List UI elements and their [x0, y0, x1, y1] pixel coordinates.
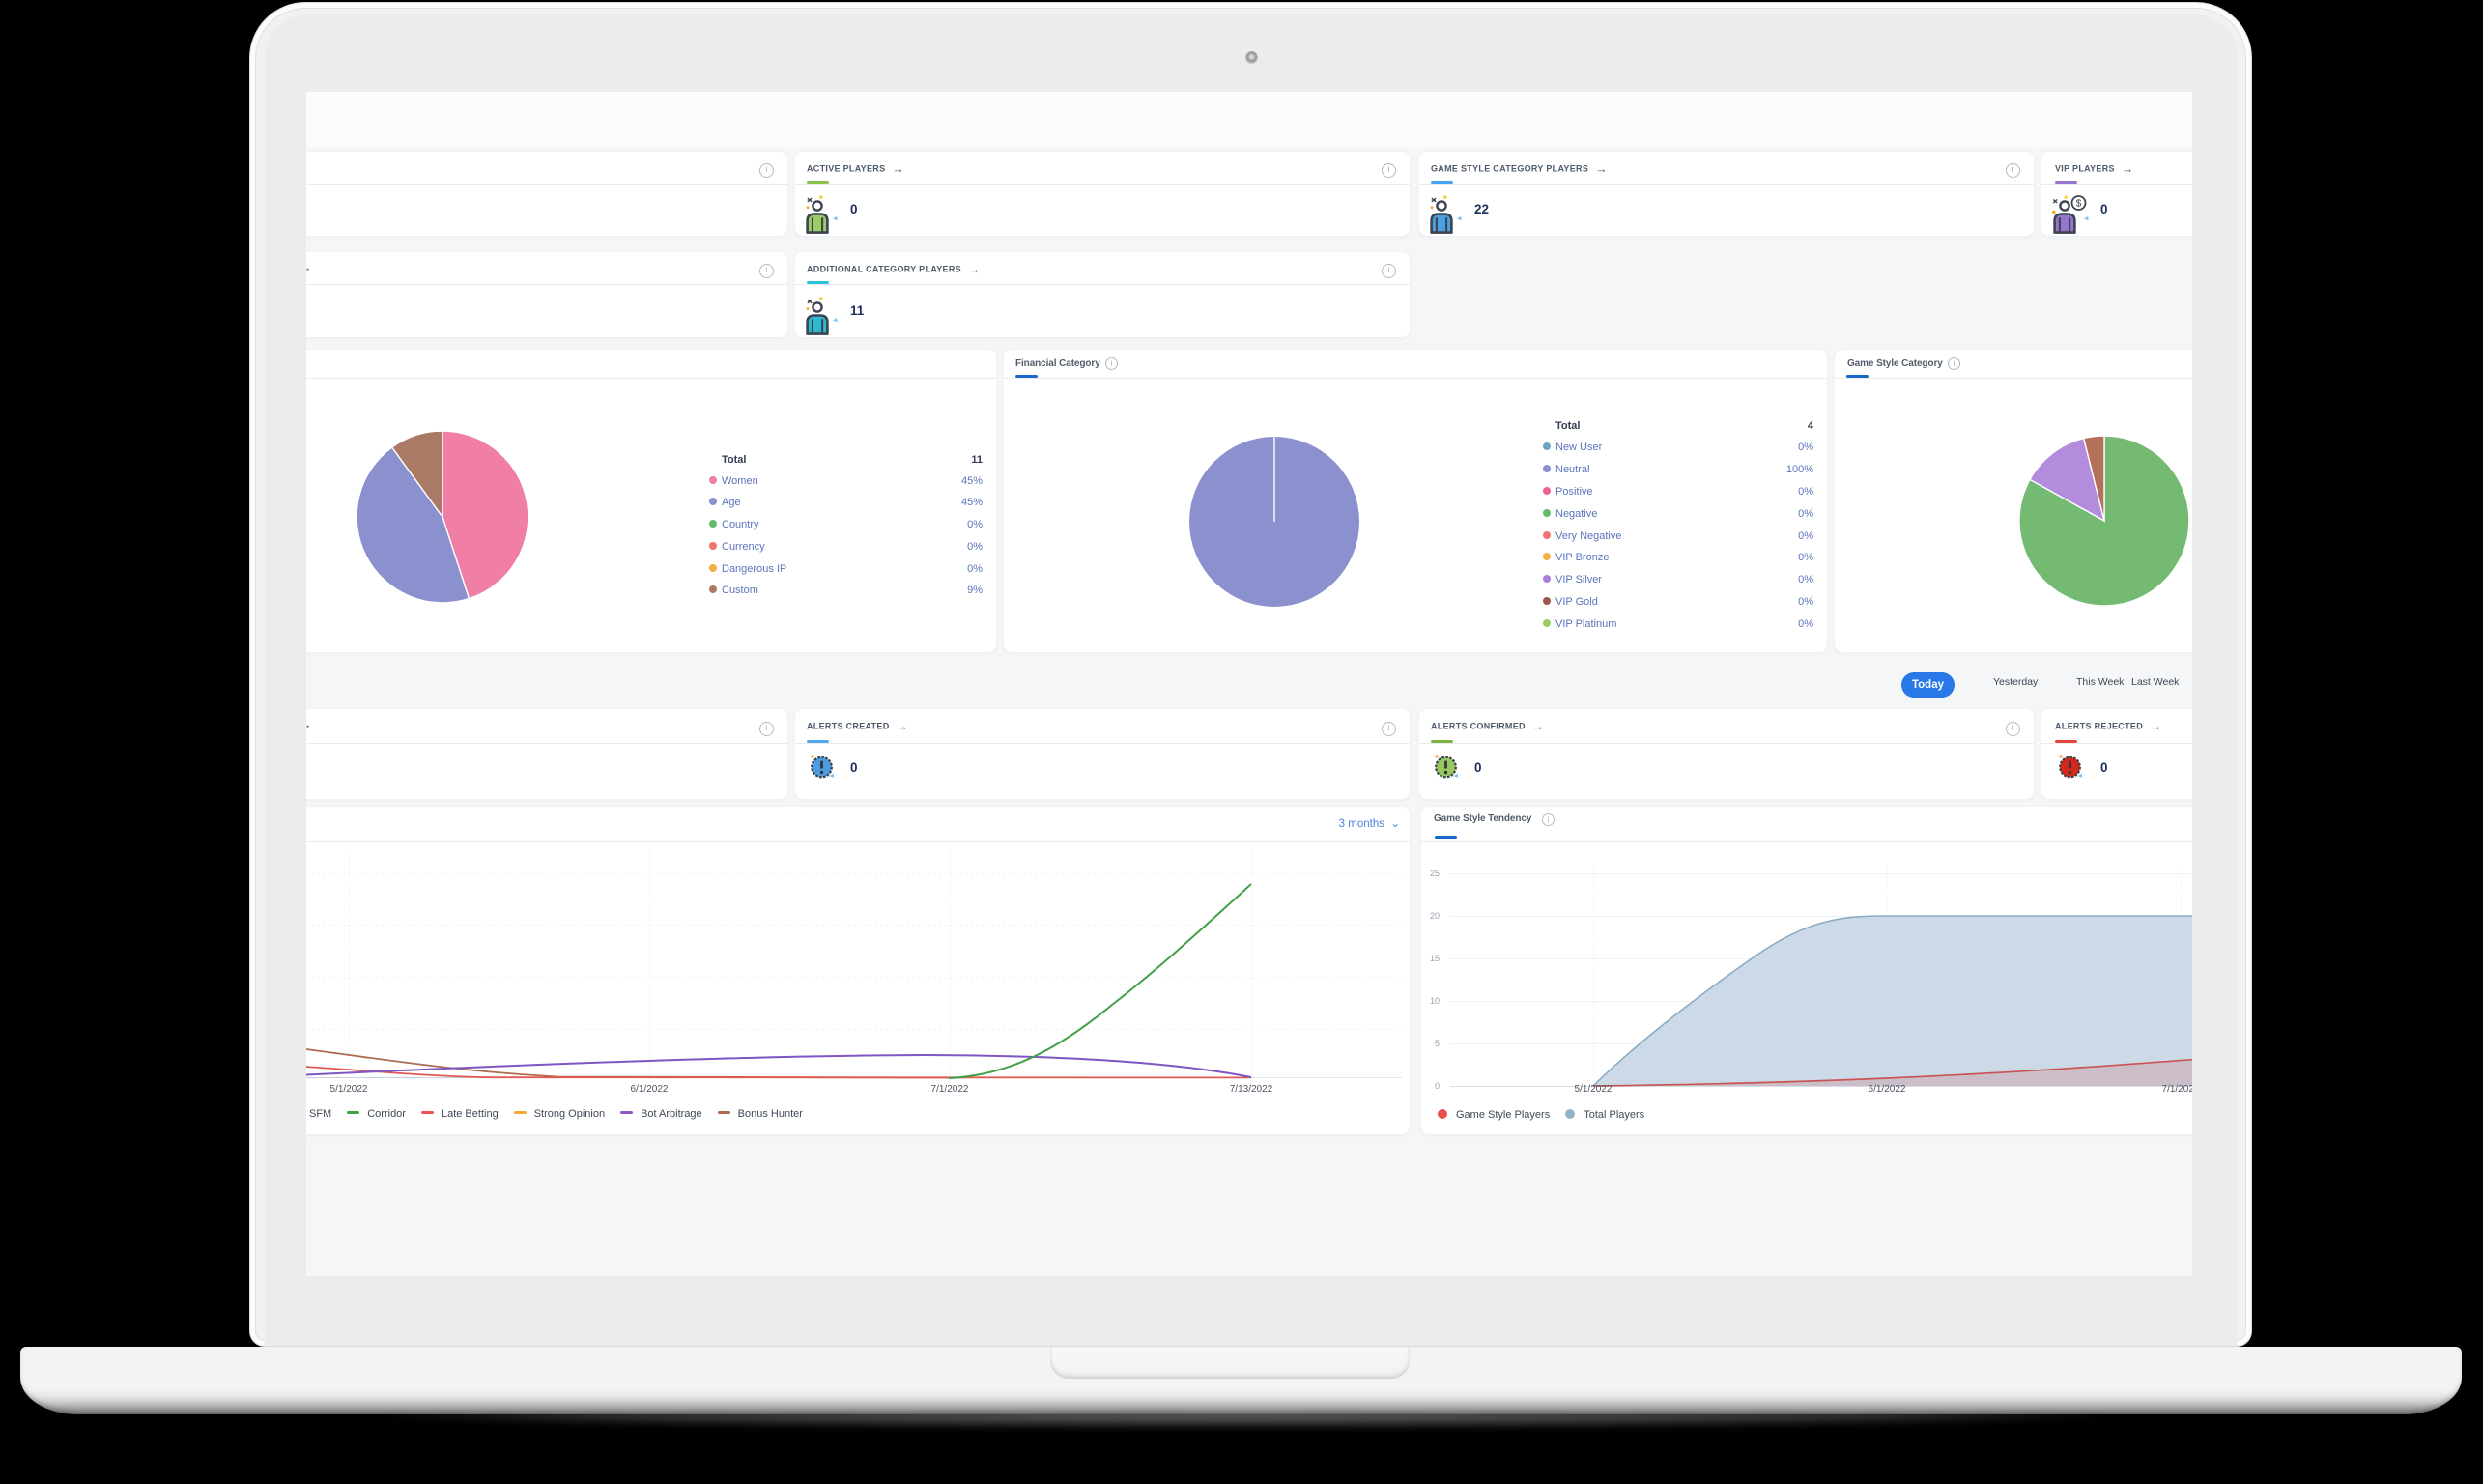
svg-text:20: 20 [1430, 911, 1440, 921]
svg-text:$: $ [2076, 199, 2082, 210]
svg-text:5: 5 [1435, 1039, 1440, 1048]
svg-text:25: 25 [1430, 869, 1440, 878]
svg-text:15: 15 [1430, 954, 1440, 963]
svg-text:0: 0 [1435, 1081, 1440, 1091]
svg-text:10: 10 [1430, 996, 1440, 1006]
